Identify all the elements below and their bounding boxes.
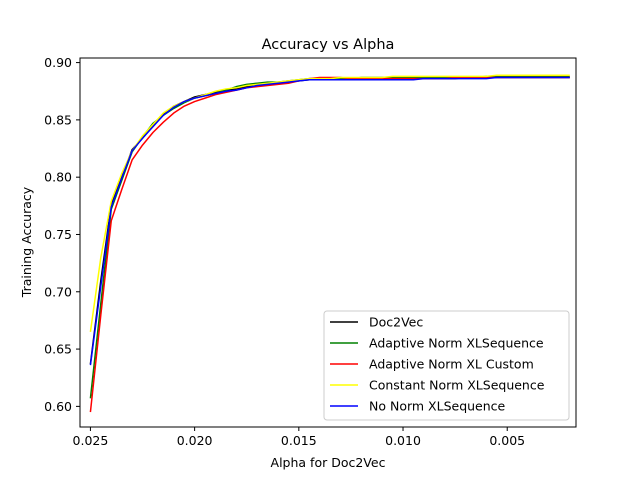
series-line-4 (89, 76, 570, 366)
y-tick-label: 0.90 (44, 55, 72, 70)
x-tick-label: 0.005 (489, 433, 525, 448)
legend-label-2: Adaptive Norm XL Custom (369, 357, 534, 372)
x-axis-ticks: 0.025 0.020 0.015 0.010 0.005 (73, 427, 525, 448)
x-tick-label: 0.025 (73, 433, 109, 448)
chart-title: Accuracy vs Alpha (262, 37, 395, 53)
x-tick-label: 0.010 (385, 433, 421, 448)
y-axis-label: Training Accuracy (19, 186, 34, 298)
plot-frame (79, 57, 577, 428)
legend-label-1: Adaptive Norm XLSequence (369, 336, 544, 351)
y-axis-ticks: 0.60 0.65 0.70 0.75 0.80 0.85 0.90 (44, 55, 80, 414)
legend-label-0: Doc2Vec (369, 315, 423, 330)
legend: Doc2Vec Adaptive Norm XLSequence Adaptive … (323, 310, 570, 421)
legend-items: Doc2Vec Adaptive Norm XLSequence Adaptive … (330, 315, 545, 414)
plot-lines (89, 74, 570, 413)
series-line-2 (89, 76, 570, 413)
legend-label-3: Constant Norm XLSequence (369, 378, 545, 393)
series-line-3 (89, 74, 570, 332)
legend-box (323, 310, 570, 421)
x-axis-label: Alpha for Doc2Vec (271, 455, 386, 470)
y-tick-label: 0.60 (44, 399, 72, 414)
y-tick-label: 0.75 (44, 227, 72, 242)
x-tick-label: 0.020 (177, 433, 213, 448)
legend-label-4: No Norm XLSequence (369, 399, 506, 414)
x-tick-label: 0.015 (281, 433, 317, 448)
y-tick-label: 0.80 (44, 170, 72, 185)
y-tick-label: 0.70 (44, 284, 72, 299)
y-tick-label: 0.65 (44, 342, 72, 357)
y-tick-label: 0.85 (44, 112, 72, 127)
